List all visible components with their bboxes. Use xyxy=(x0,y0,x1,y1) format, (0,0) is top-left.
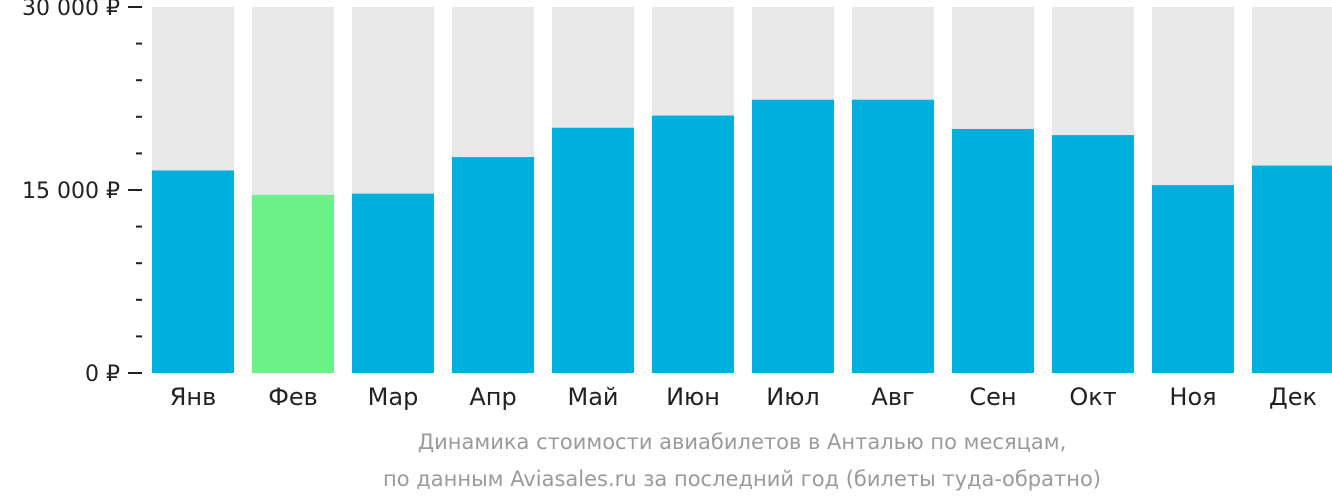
chart-caption-line2: по данным Aviasales.ru за последний год … xyxy=(0,467,1332,491)
bar-10 xyxy=(1052,135,1134,373)
x-tick-label: Июн xyxy=(666,383,720,411)
y-tick-label: 30 000 ₽ xyxy=(22,0,120,21)
x-tick-label: Ноя xyxy=(1169,383,1216,411)
x-tick-label: Окт xyxy=(1069,383,1116,411)
bar-1 xyxy=(152,170,234,373)
bar-2 xyxy=(252,195,334,373)
bar-11 xyxy=(1152,185,1234,373)
y-axis: 0 ₽ 15 000 ₽ 30 000 ₽ xyxy=(22,0,142,387)
bar-4 xyxy=(452,157,534,373)
x-tick-label: Сен xyxy=(969,383,1016,411)
bar-5 xyxy=(552,128,634,373)
bar-3 xyxy=(352,194,434,373)
x-axis-labels: Янв Фев Мар Апр Май Июн Июл Авг Сен Окт Ноя Дек xyxy=(170,383,1317,411)
x-tick-label: Апр xyxy=(469,383,516,411)
bar-7 xyxy=(752,100,834,373)
y-tick-label: 0 ₽ xyxy=(85,362,120,387)
x-tick-label: Дек xyxy=(1269,383,1317,411)
bar-8 xyxy=(852,100,934,373)
x-tick-label: Фев xyxy=(268,383,318,411)
y-tick-label: 15 000 ₽ xyxy=(22,179,120,204)
bar-9 xyxy=(952,129,1034,373)
x-tick-label: Июл xyxy=(766,383,820,411)
x-tick-label: Мар xyxy=(368,383,419,411)
bars-group xyxy=(152,7,1332,373)
bar-6 xyxy=(652,116,734,373)
chart-caption-line1: Динамика стоимости авиабилетов в Анталью… xyxy=(0,430,1332,454)
x-tick-label: Авг xyxy=(871,383,914,411)
x-tick-label: Янв xyxy=(170,383,217,411)
bar-12 xyxy=(1252,166,1332,373)
x-tick-label: Май xyxy=(567,383,618,411)
